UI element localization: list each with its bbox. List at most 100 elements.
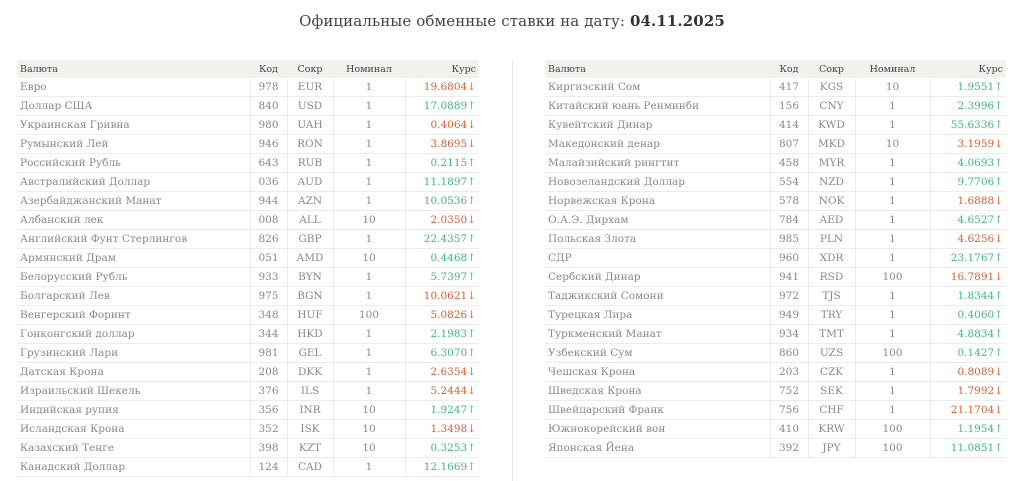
col-header-abbr[interactable]: Сокр — [287, 60, 333, 78]
currency-name: СДР — [545, 248, 770, 268]
currency-abbr: KRW — [807, 419, 855, 439]
currency-rate: 10.0536↑ — [404, 191, 479, 211]
currency-abbr: TRY — [807, 305, 855, 325]
arrow-down-icon: ↓ — [467, 119, 476, 131]
currency-name: Таджикский Сомони — [545, 286, 770, 306]
arrow-down-icon: ↓ — [467, 214, 476, 226]
currency-code: 980 — [249, 115, 287, 135]
arrow-down-icon: ↓ — [467, 309, 476, 321]
rates-table-left: Валюта Код Сокр Номинал Курс Евро 978 EUR 1… — [17, 60, 479, 477]
col-header-abbr[interactable]: Сокр — [808, 60, 855, 78]
currency-code: 985 — [769, 229, 808, 249]
col-header-nominal[interactable]: Номинал — [855, 60, 930, 78]
currency-name: Турецкая Лира — [545, 305, 770, 325]
currency-nominal: 10 — [854, 78, 930, 97]
currency-nominal: 1 — [332, 343, 405, 363]
col-header-code[interactable]: Код — [770, 60, 808, 78]
currency-code: 933 — [249, 267, 287, 287]
currency-abbr: USD — [286, 96, 333, 116]
currency-code: 975 — [249, 286, 287, 306]
table-row: Албанский лек 008 ALL 10 2.0350↓ — [17, 210, 479, 230]
col-header-rate[interactable]: Курс — [405, 60, 479, 78]
arrow-up-icon: ↑ — [467, 404, 476, 416]
rate-value: 0.4060 — [957, 309, 995, 321]
rate-value: 19.6804 — [423, 81, 468, 93]
col-header-currency[interactable]: Валюта — [545, 60, 770, 78]
table-header: Валюта Код Сокр Номинал Курс — [17, 60, 479, 78]
arrow-up-icon: ↑ — [467, 442, 476, 454]
table-row: Грузинский Лари 981 GEL 1 6.3070↑ — [17, 343, 479, 363]
table-row: Турецкая Лира 949 TRY 1 0.4060↑ — [545, 305, 1006, 325]
table-row: Украинская Гривна 980 UAH 1 0.4064↓ — [17, 115, 479, 135]
currency-code: 410 — [769, 419, 808, 439]
currency-abbr: JPY — [807, 438, 855, 458]
col-header-currency[interactable]: Валюта — [17, 60, 250, 78]
currency-name: Грузинский Лари — [17, 343, 250, 363]
arrow-up-icon: ↑ — [467, 176, 476, 188]
currency-rate: 19.6804↓ — [404, 78, 479, 97]
currency-rate: 55.6336↑ — [929, 115, 1006, 135]
currency-code: 578 — [769, 191, 808, 211]
currency-abbr: SEK — [807, 381, 855, 401]
currency-name: Венгерский Форинт — [17, 305, 250, 325]
currency-abbr: BGN — [286, 286, 333, 306]
table-row: Индийская рупия 356 INR 10 1.9247↑ — [17, 400, 479, 420]
table-row: Евро 978 EUR 1 19.6804↓ — [17, 78, 479, 97]
arrow-up-icon: ↑ — [467, 233, 476, 245]
currency-code: 392 — [769, 438, 808, 458]
currency-code: 348 — [249, 305, 287, 325]
currency-rate: 1.9551↑ — [929, 78, 1006, 97]
rate-value: 1.1954 — [957, 423, 995, 435]
currency-nominal: 1 — [332, 286, 405, 306]
currency-code: 784 — [769, 210, 808, 230]
table-row: Датская Крона 208 DKK 1 2.6354↓ — [17, 362, 479, 382]
table-row: Сербский Динар 941 RSD 100 16.7891↓ — [545, 267, 1006, 287]
currency-abbr: NOK — [807, 191, 855, 211]
currency-code: 203 — [769, 362, 808, 382]
currency-code: 414 — [769, 115, 808, 135]
table-row: Македонский денар 807 MKD 10 3.1959↓ — [545, 134, 1006, 154]
currency-abbr: TJS — [807, 286, 855, 306]
arrow-up-icon: ↑ — [467, 328, 476, 340]
table-row: Болгарский Лев 975 BGN 1 10.0621↓ — [17, 286, 479, 306]
currency-rate: 0.8089↓ — [929, 362, 1006, 382]
currency-abbr: ILS — [286, 381, 333, 401]
currency-name: Доллар США — [17, 96, 250, 116]
currency-nominal: 10 — [332, 248, 405, 268]
currency-nominal: 1 — [854, 229, 930, 249]
currency-rate: 21.1704↓ — [929, 400, 1006, 420]
arrow-down-icon: ↓ — [467, 81, 476, 93]
rate-value: 55.6336 — [950, 119, 995, 131]
table-row: Кувейтский Динар 414 KWD 1 55.6336↑ — [545, 115, 1006, 135]
currency-nominal: 1 — [854, 400, 930, 420]
currency-code: 981 — [249, 343, 287, 363]
col-header-rate[interactable]: Курс — [930, 60, 1006, 78]
currency-name: Исландская Крона — [17, 419, 250, 439]
table-row: Норвежская Крона 578 NOK 1 1.6888↓ — [545, 191, 1006, 211]
currency-name: Английский Фунт Стерлингов — [17, 229, 250, 249]
col-header-code[interactable]: Код — [250, 60, 287, 78]
col-header-nominal[interactable]: Номинал — [333, 60, 405, 78]
currency-abbr: RUB — [286, 153, 333, 173]
arrow-up-icon: ↑ — [994, 157, 1003, 169]
currency-code: 376 — [249, 381, 287, 401]
currency-nominal: 10 — [332, 210, 405, 230]
currency-rate: 11.0851↑ — [929, 438, 1006, 458]
currency-code: 946 — [249, 134, 287, 154]
arrow-up-icon: ↑ — [467, 157, 476, 169]
rate-value: 4.0693 — [957, 157, 995, 169]
currency-nominal: 100 — [854, 343, 930, 363]
currency-rate: 22.4357↑ — [404, 229, 479, 249]
currency-nominal: 100 — [854, 438, 930, 458]
currency-abbr: GBP — [286, 229, 333, 249]
currency-name: Датская Крона — [17, 362, 250, 382]
currency-name: Македонский денар — [545, 134, 770, 154]
currency-name: Шведская Крона — [545, 381, 770, 401]
table-row: Белорусский Рубль 933 BYN 1 5.7397↑ — [17, 267, 479, 287]
currency-abbr: TMT — [807, 324, 855, 344]
currency-abbr: KZT — [286, 438, 333, 458]
currency-rate: 0.3253↑ — [404, 438, 479, 458]
currency-name: Болгарский Лев — [17, 286, 250, 306]
currency-rate: 0.4064↓ — [404, 115, 479, 135]
table-row: Израильский Шекель 376 ILS 1 5.2444↓ — [17, 381, 479, 401]
